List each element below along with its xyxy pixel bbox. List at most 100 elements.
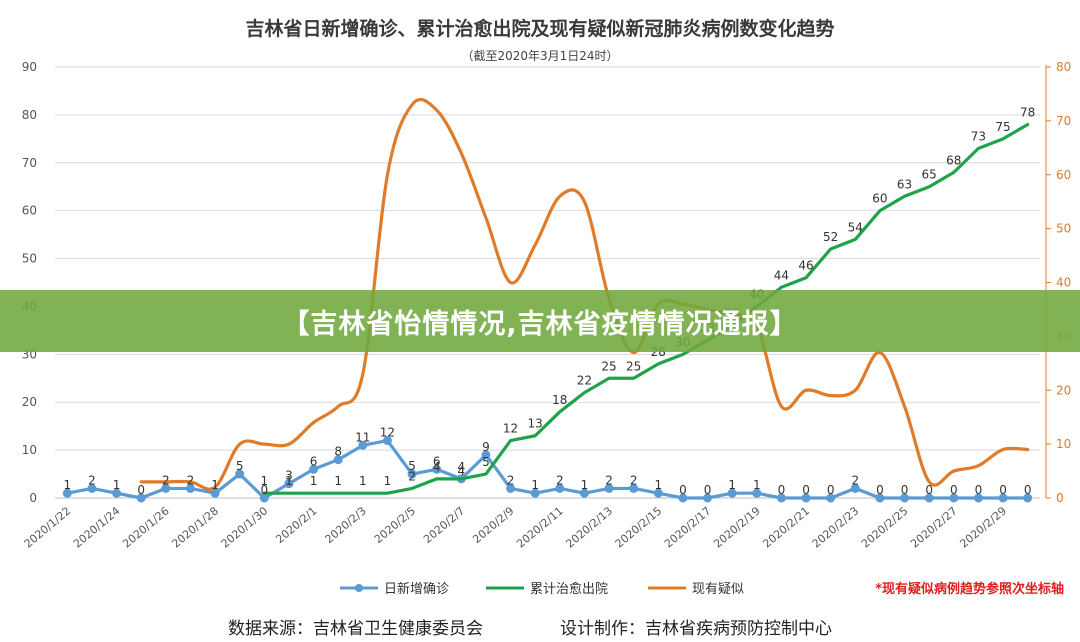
- data-label: 2: [408, 469, 416, 483]
- x-tick-label: 2020/2/13: [563, 504, 615, 550]
- x-tick-label: 2020/2/21: [760, 504, 812, 550]
- data-point: [481, 450, 491, 460]
- data-label: 2: [507, 473, 515, 487]
- y-right-tick: 50: [1056, 222, 1071, 236]
- data-point: [407, 469, 417, 479]
- data-point: [1023, 493, 1033, 503]
- x-tick-label: 2020/1/22: [22, 504, 74, 550]
- data-point: [949, 493, 959, 503]
- data-point: [333, 455, 343, 465]
- data-label: 3: [285, 469, 293, 483]
- y-right-tick: 80: [1056, 60, 1071, 74]
- legend-item-cured[interactable]: 累计治愈出院: [486, 582, 608, 597]
- data-label: 54: [848, 220, 863, 234]
- x-axis: 2020/1/222020/1/242020/1/262020/1/282020…: [22, 497, 1040, 551]
- data-label: 8: [334, 445, 342, 459]
- axis-note: *现有疑似病例趋势参照次坐标轴: [875, 581, 1064, 597]
- data-source: 数据来源：吉林省卫生健康委员会: [228, 619, 483, 639]
- data-point: [309, 464, 319, 474]
- data-label: 63: [897, 177, 912, 191]
- designer-credit: 设计制作：吉林省疾病预防控制中心: [560, 619, 832, 639]
- data-label: 0: [827, 483, 835, 497]
- data-point: [136, 493, 146, 503]
- y-left-tick: 70: [22, 156, 37, 170]
- data-label: 44: [774, 268, 789, 282]
- x-tick-label: 2020/2/25: [859, 504, 911, 550]
- x-tick-label: 2020/2/17: [662, 504, 714, 550]
- data-point: [112, 488, 122, 498]
- data-label: 0: [876, 483, 884, 497]
- data-label: 2: [851, 473, 859, 487]
- data-label: 52: [823, 230, 838, 244]
- data-label: 4: [433, 460, 441, 474]
- data-label: 25: [626, 359, 641, 373]
- data-label: 1: [260, 474, 268, 488]
- data-label: 6: [433, 454, 441, 468]
- data-label: 1: [359, 474, 367, 488]
- data-label: 60: [872, 192, 887, 206]
- data-point: [973, 493, 983, 503]
- y-left-tick: 10: [22, 443, 37, 457]
- x-tick-label: 2020/2/1: [273, 504, 319, 546]
- y-left-tick: 0: [29, 491, 37, 505]
- data-point: [555, 483, 565, 493]
- data-point: [604, 483, 614, 493]
- data-label: 13: [528, 417, 543, 431]
- data-point: [850, 483, 860, 493]
- data-label: 9: [482, 440, 490, 454]
- data-label: 0: [704, 483, 712, 497]
- legend-label-daily: 日新增确诊: [384, 581, 449, 597]
- legend-item-daily[interactable]: 日新增确诊: [340, 581, 449, 597]
- y-left-tick: 90: [22, 60, 37, 74]
- x-tick-label: 2020/2/11: [514, 504, 566, 550]
- data-point: [210, 488, 220, 498]
- data-label: 5: [482, 455, 490, 469]
- data-label: 4: [457, 464, 465, 478]
- y-left-tick: 60: [22, 204, 37, 218]
- x-tick-label: 2020/2/7: [421, 504, 467, 546]
- data-point: [185, 483, 195, 493]
- data-label: 0: [802, 483, 810, 497]
- data-label: 1: [531, 478, 539, 492]
- data-label: 18: [552, 393, 567, 407]
- data-label: 5: [236, 459, 244, 473]
- data-label: 2: [630, 473, 638, 487]
- data-label: 2: [556, 473, 564, 487]
- data-label: 5: [408, 459, 416, 473]
- data-point: [259, 493, 269, 503]
- data-label: 2: [162, 473, 170, 487]
- x-tick-label: 2020/2/15: [613, 504, 665, 550]
- y-right-tick: 40: [1056, 276, 1071, 290]
- data-point: [235, 469, 245, 479]
- data-label: 22: [577, 374, 592, 388]
- data-label: 1: [753, 478, 761, 492]
- x-tick-label: 2020/1/24: [71, 504, 123, 550]
- title-banner: 【吉林省怡情情况,吉林省疫情情况通报】: [0, 290, 1080, 352]
- data-point: [875, 493, 885, 503]
- data-point: [161, 483, 171, 493]
- data-label: 12: [380, 426, 395, 440]
- data-label: 25: [601, 359, 616, 373]
- data-point: [506, 483, 516, 493]
- data-label: 1: [285, 474, 293, 488]
- x-tick-label: 2020/2/23: [810, 504, 862, 550]
- data-point: [62, 488, 72, 498]
- data-label: 1: [654, 478, 662, 492]
- y-left-tick: 80: [22, 108, 37, 122]
- y-right-tick: 70: [1056, 114, 1071, 128]
- data-label: 4: [457, 460, 465, 474]
- data-label: 1: [384, 474, 392, 488]
- chart-subtitle: （截至2020年3月1日24时）: [461, 49, 618, 63]
- legend-item-suspected[interactable]: 现有疑似: [648, 581, 744, 597]
- data-point: [727, 488, 737, 498]
- grid-lines: [55, 66, 1040, 499]
- data-point: [801, 493, 811, 503]
- data-point: [998, 493, 1008, 503]
- legend: 日新增确诊 累计治愈出院 现有疑似: [340, 581, 744, 597]
- y-right-tick: 20: [1056, 383, 1071, 397]
- data-label: 1: [728, 478, 736, 492]
- data-point: [87, 483, 97, 493]
- data-label: 78: [1020, 105, 1035, 119]
- data-point: [530, 488, 540, 498]
